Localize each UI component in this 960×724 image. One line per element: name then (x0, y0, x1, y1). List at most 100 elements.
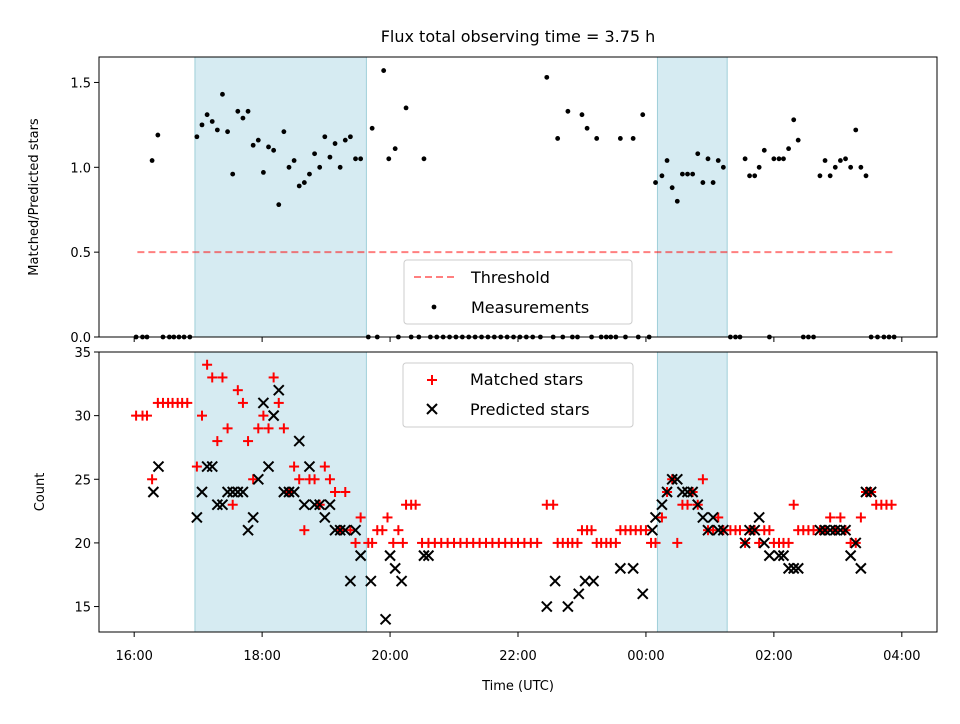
measurement-point (832, 164, 838, 170)
measurement-point (617, 136, 623, 141)
top-legend: Threshold Measurements (403, 259, 633, 325)
predicted-star-point (579, 575, 591, 587)
y-tick-label: 0.0 (70, 331, 91, 346)
predicted-star-point (758, 537, 770, 549)
measurement-point (266, 144, 271, 150)
predicted-star-point (191, 511, 203, 524)
measurement-point (705, 156, 711, 162)
predicted-star-point (354, 549, 367, 562)
measurement-point (680, 171, 685, 177)
measurement-point (317, 164, 323, 170)
matched-star-point (586, 525, 597, 536)
predicted-star-point (587, 575, 600, 587)
matched-star-point (278, 423, 289, 434)
measurement-point (720, 164, 726, 170)
measurement-point (348, 134, 353, 140)
x-axis-label: Time (UTC) (481, 679, 554, 694)
measurement-point (381, 68, 387, 73)
measurement-point (659, 173, 665, 179)
predicted-star-point (844, 549, 857, 562)
measurement-point (369, 125, 375, 131)
predicted-star-point (418, 549, 430, 562)
measurement-point (194, 134, 200, 140)
predicted-star-point (365, 575, 377, 587)
predicted-star-point (782, 562, 795, 575)
matched-star-point (672, 537, 683, 548)
bottom-shaded-intervals (194, 351, 728, 633)
predicted-star-point (283, 486, 295, 498)
predicted-star-point (206, 460, 218, 473)
bottom-panel-counts: 15 20 25 30 35 16:00 18:00 20:00 22:00 00:00 02:0… (33, 346, 938, 694)
matched-star-point (299, 525, 310, 536)
predicted-star-point (834, 524, 847, 536)
matched-star-point (147, 474, 158, 485)
predicted-star-point (201, 460, 213, 473)
measurement-point (281, 129, 287, 135)
legend-label: Matched stars (470, 370, 583, 389)
measurement-point (332, 141, 338, 146)
matched-star-point (212, 436, 223, 447)
measurement-point (747, 173, 752, 179)
predicted-star-point (303, 460, 316, 473)
predicted-star-point (237, 486, 249, 498)
predicted-star-point (637, 588, 649, 600)
measurement-point (776, 156, 782, 162)
matched-star-point (855, 512, 866, 523)
matched-star-point (330, 487, 341, 497)
measurement-point (690, 171, 696, 177)
matched-star-point (697, 474, 708, 485)
legend-box (403, 259, 633, 325)
measurement-point (322, 134, 328, 140)
measurement-point (296, 183, 302, 189)
matched-star-point (196, 410, 207, 421)
top-y-ticks: 0.0 0.5 1.0 1.5 (70, 76, 99, 346)
measurement-point (327, 154, 333, 160)
predicted-star-point (344, 575, 357, 587)
top-y-label: Matched/Predicted stars (27, 118, 42, 276)
measurement-point (756, 164, 762, 170)
matched-star-point (263, 423, 274, 434)
predicted-star-point (395, 575, 408, 587)
predicted-star-point (152, 460, 165, 473)
legend-label: Threshold (470, 268, 550, 287)
matched-star-point (217, 372, 228, 383)
x-tick-label: 04:00 (883, 649, 920, 664)
predicted-star-point (267, 409, 280, 422)
measurement-point (245, 108, 251, 114)
matched-star-point (734, 525, 745, 536)
measurement-point (392, 146, 398, 152)
matched-star-point (340, 487, 351, 497)
predicted-star-point (777, 549, 790, 562)
matched-star-point (825, 512, 836, 523)
measurement-point (858, 164, 864, 170)
matched-star-point (783, 537, 794, 548)
predicted-star-point (712, 524, 724, 536)
y-tick-label: 35 (74, 346, 91, 361)
measurement-point (225, 129, 230, 135)
legend-measurement-swatch (431, 304, 437, 310)
predicted-star-point (221, 486, 234, 498)
matched-star-point (191, 461, 202, 472)
bottom-legend: Matched stars Predicted stars (402, 362, 634, 428)
measurement-point (230, 171, 236, 177)
predicted-star-point (814, 524, 826, 536)
y-tick-label: 30 (74, 410, 91, 425)
predicted-star-point (697, 511, 709, 524)
predicted-star-point (389, 562, 401, 575)
predicted-star-point (232, 486, 244, 498)
measurement-point (761, 147, 767, 153)
y-tick-label: 0.5 (70, 246, 91, 261)
measurement-point (781, 156, 786, 162)
matched-star-point (273, 397, 284, 408)
measurement-point (594, 136, 600, 141)
matched-star-point (350, 537, 361, 548)
top-shaded-intervals (194, 56, 728, 338)
predicted-star-point (298, 499, 311, 511)
x-tick-label: 00:00 (627, 649, 664, 664)
matched-star-point (309, 474, 320, 485)
predicted-star-point (313, 499, 326, 511)
predicted-star-point (262, 460, 275, 473)
measurement-point (630, 136, 636, 141)
matched-star-point (319, 461, 330, 472)
x-tick-label: 18:00 (243, 649, 280, 664)
